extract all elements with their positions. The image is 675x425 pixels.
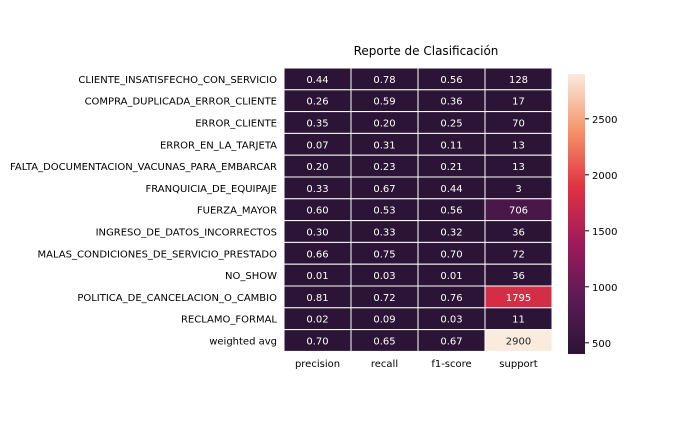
cell-value-label: 0.56 — [440, 206, 462, 217]
cell-value-label: 0.20 — [306, 162, 328, 173]
column-label-precision: precision — [295, 359, 340, 370]
row-label-politica-de-cancelacion-o-cambio: POLITICA_DE_CANCELACION_O_CAMBIO — [77, 293, 277, 304]
cell-value-label: 11 — [512, 315, 525, 326]
cell-value-label: 1795 — [506, 293, 531, 304]
row-label-fuerza-mayor: FUERZA_MAYOR — [197, 206, 277, 217]
row-label-malas-condiciones-de-servicio-prestado: MALAS_CONDICIONES_DE_SERVICIO_PRESTADO — [38, 249, 278, 260]
cell-value-label: 0.11 — [440, 140, 462, 151]
cell-value-label: 0.66 — [306, 249, 328, 260]
cell-value-label: 0.76 — [440, 293, 462, 304]
heatmap-cell — [484, 329, 553, 352]
cell-value-label: 0.26 — [306, 97, 328, 108]
cell-value-label: 0.01 — [306, 271, 328, 282]
cell-value-label: 0.53 — [373, 206, 395, 217]
cell-value-label: 17 — [512, 97, 525, 108]
row-label-weighted-avg: weighted avg — [209, 337, 277, 348]
cell-value-label: 0.25 — [440, 119, 462, 130]
cell-value-label: 2900 — [506, 337, 531, 348]
cell-value-label: 0.20 — [373, 119, 395, 130]
row-labels: CLIENTE_INSATISFECHO_CON_SERVICIO COMPRA_… — [10, 75, 277, 348]
cell-value-label: 13 — [512, 162, 525, 173]
column-label-f1-score: f1-score — [431, 359, 471, 370]
colorbar-tick-label: 500 — [592, 339, 611, 350]
cell-value-label: 0.03 — [373, 271, 395, 282]
cell-value-label: 0.31 — [373, 140, 395, 151]
row-label-ingreso-de-datos-incorrectos: INGRESO_DE_DATOS_INCORRECTOS — [96, 228, 277, 239]
cell-value-label: 0.32 — [440, 228, 462, 239]
row-label-error-cliente: ERROR_CLIENTE — [195, 119, 277, 130]
chart-title: Reporte de Clasificación — [354, 44, 499, 58]
row-label-reclamo-formal: RECLAMO_FORMAL — [181, 315, 277, 326]
row-label-error-en-la-tarjeta: ERROR_EN_LA_TARJETA — [160, 140, 277, 151]
cell-value-label: 0.03 — [440, 315, 462, 326]
cell-value-label: 0.02 — [306, 315, 328, 326]
cell-value-label: 0.59 — [373, 97, 395, 108]
column-label-recall: recall — [371, 359, 398, 370]
colorbar-tick-label: 2500 — [592, 115, 617, 126]
cell-value-label: 0.67 — [373, 184, 395, 195]
cell-value-label: 0.21 — [440, 162, 462, 173]
cell-value-label: 0.70 — [306, 337, 328, 348]
colorbar-tick-label: 2000 — [592, 171, 617, 182]
cell-value-label: 0.75 — [373, 249, 395, 260]
row-label-franquicia-de-equipaje: FRANQUICIA_DE_EQUIPAJE — [145, 184, 277, 195]
colorbar-gradient — [568, 74, 585, 354]
cell-value-label: 128 — [509, 75, 528, 86]
cell-value-label: 36 — [512, 271, 525, 282]
cell-value-label: 0.09 — [373, 315, 395, 326]
cell-value-label: 3 — [515, 184, 521, 195]
cell-value-label: 72 — [512, 249, 525, 260]
cell-value-label: 0.01 — [440, 271, 462, 282]
cell-value-label: 706 — [509, 206, 528, 217]
cell-value-label: 0.65 — [373, 337, 395, 348]
column-label-support: support — [499, 359, 537, 370]
row-label-cliente-insatisfecho-con-servicio: CLIENTE_INSATISFECHO_CON_SERVICIO — [78, 75, 277, 86]
cell-value-label: 0.67 — [440, 337, 462, 348]
colorbar-tick-label: 1000 — [592, 283, 617, 294]
row-label-no-show: NO_SHOW — [225, 271, 277, 282]
cell-value-label: 36 — [512, 228, 525, 239]
cell-value-label: 0.33 — [373, 228, 395, 239]
row-label-falta-documentacion-vacunas-para-embarcar: FALTA_DOCUMENTACION_VACUNAS_PARA_EMBARCA… — [10, 162, 277, 173]
cell-value-label: 0.81 — [306, 293, 328, 304]
cell-value-label: 0.60 — [306, 206, 328, 217]
cell-value-label: 0.44 — [306, 75, 328, 86]
cell-value-label: 70 — [512, 119, 525, 130]
colorbar-tick-label: 1500 — [592, 227, 617, 238]
cell-value-label: 0.07 — [306, 140, 328, 151]
cell-value-label: 0.23 — [373, 162, 395, 173]
row-label-compra-duplicada-error-cliente: COMPRA_DUPLICADA_ERROR_CLIENTE — [85, 97, 277, 108]
cell-value-label: 0.56 — [440, 75, 462, 86]
cell-value-label: 0.36 — [440, 97, 462, 108]
heatmap-cells: 0.44 0.78 0.56 128 0.26 0.59 0.36 17 0.35 0.20 0.2… — [283, 67, 553, 352]
column-labels: precision recall f1-score support — [295, 359, 538, 370]
colorbar: 500 1000 1500 2000 2500 — [568, 74, 617, 354]
cell-value-label: 0.70 — [440, 249, 462, 260]
cell-value-label: 0.35 — [306, 119, 328, 130]
cell-value-label: 0.78 — [373, 75, 395, 86]
cell-value-label: 13 — [512, 140, 525, 151]
cell-value-label: 0.30 — [306, 228, 328, 239]
cell-value-label: 0.72 — [373, 293, 395, 304]
cell-value-label: 0.44 — [440, 184, 462, 195]
cell-value-label: 0.33 — [306, 184, 328, 195]
